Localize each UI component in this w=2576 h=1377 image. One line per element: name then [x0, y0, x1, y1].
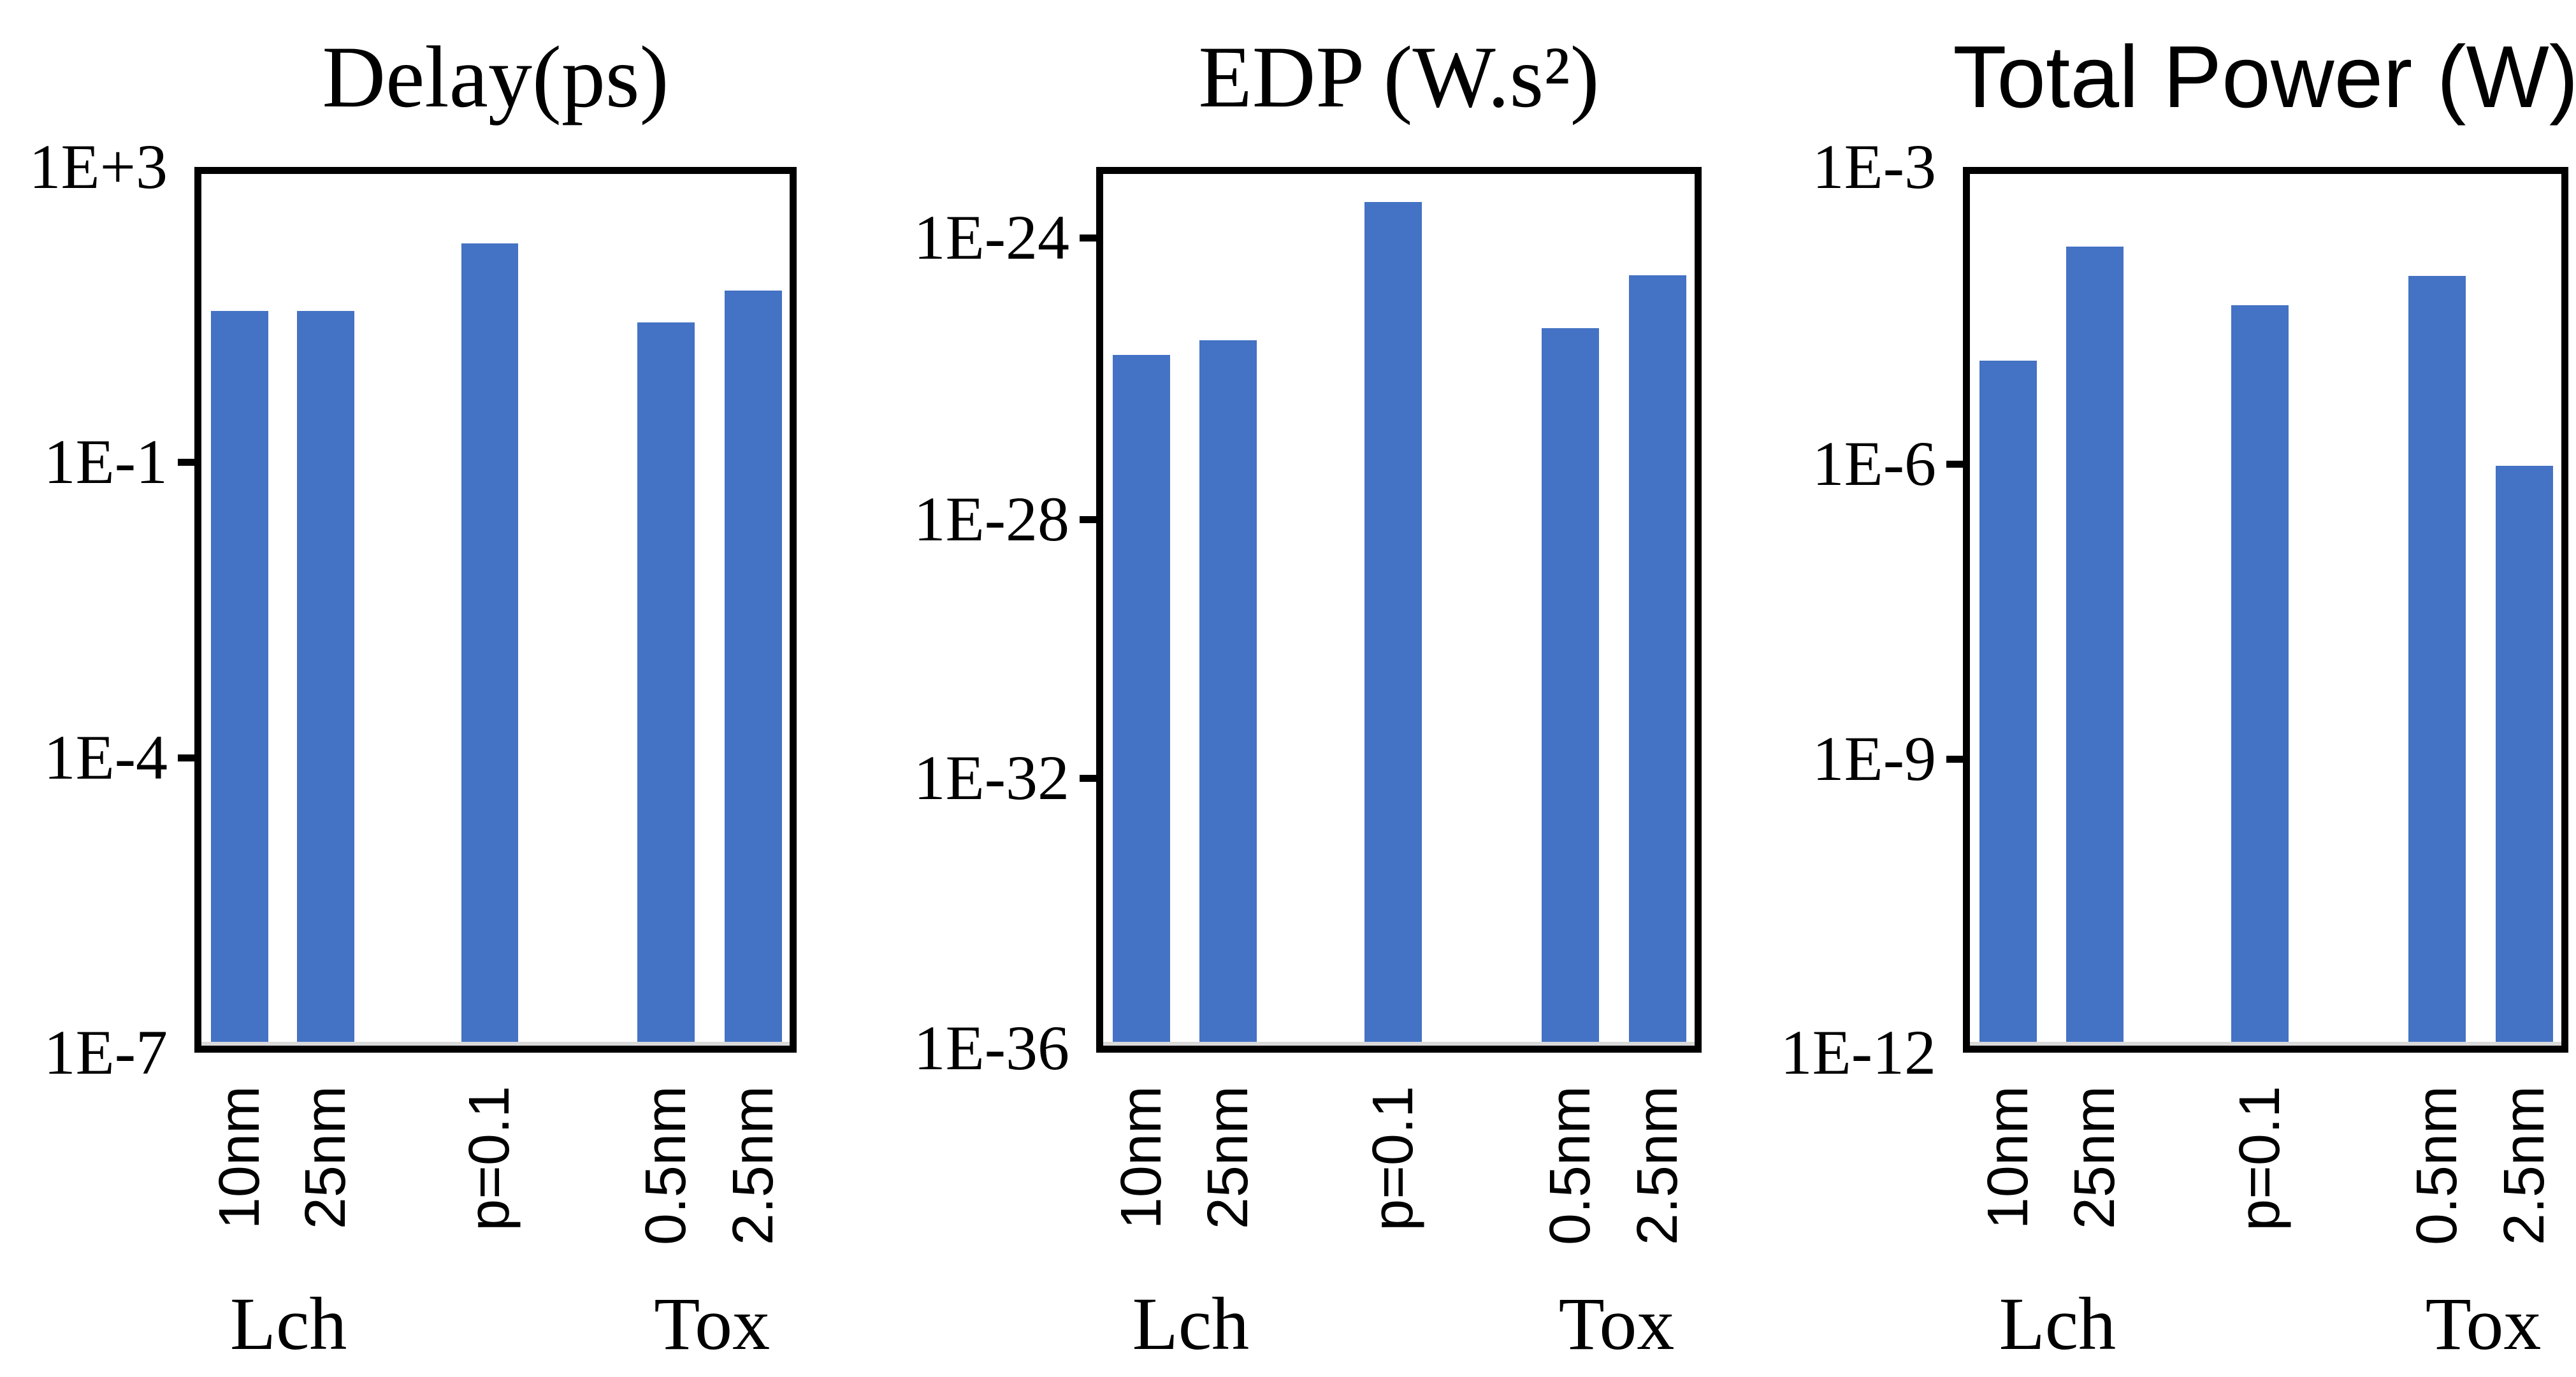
- edp-w-s-y-tick-label: 1E-24: [913, 202, 1069, 273]
- delay-ps-bar-p=0.1: [461, 243, 519, 1042]
- delay-ps-y-tick-label: 1E+3: [29, 131, 168, 202]
- edp-w-s-bar-p=0.1: [1364, 201, 1422, 1042]
- delay-ps-x-category-label: 2.5nm: [721, 1086, 785, 1246]
- delay-ps-x-category-label: 25nm: [293, 1086, 358, 1230]
- edp-w-s-x-category-label: p=0.1: [1361, 1086, 1425, 1231]
- delay-ps-group-label-tox: Tox: [654, 1282, 771, 1366]
- edp-w-s-bar-25nm: [1199, 340, 1257, 1042]
- total-power-w-x-category-label: p=0.1: [2227, 1086, 2292, 1231]
- total-power-w-y-tick-label: 1E-6: [1812, 428, 1936, 499]
- edp-w-s-x-category-label: 0.5nm: [1538, 1086, 1603, 1246]
- edp-w-s-bar-10nm: [1113, 354, 1171, 1042]
- total-power-w-x-category-label: 2.5nm: [2493, 1086, 2557, 1246]
- total-power-w-group-label-lch: Lch: [1999, 1282, 2117, 1366]
- edp-chart-title: EDP (W.s²): [1198, 28, 1600, 126]
- edp-w-s-y-tick-label: 1E-36: [913, 1013, 1069, 1084]
- total-power-w-bar-10nm: [1979, 361, 2037, 1042]
- edp-w-s-y-tick-label: 1E-28: [913, 484, 1069, 555]
- total-power-chart-title: Total Power (W): [1953, 28, 2576, 126]
- delay-ps-y-tick-mark: [178, 459, 194, 466]
- edp-w-s-x-category-label: 2.5nm: [1626, 1086, 1690, 1246]
- total-power-w-group-label-tox: Tox: [2425, 1282, 2542, 1366]
- delay-ps-bar-10nm: [211, 310, 268, 1042]
- edp-w-s-y-tick-label: 1E-32: [913, 742, 1069, 814]
- total-power-baseline: [1970, 1042, 2561, 1046]
- delay-ps-x-category-label: 10nm: [207, 1086, 271, 1230]
- delay-ps-y-tick-mark: [178, 754, 194, 761]
- delay-baseline: [201, 1042, 790, 1046]
- edp-w-s-x-category-label: 10nm: [1110, 1086, 1174, 1230]
- delay-ps-bar-2.5nm: [725, 290, 782, 1042]
- total-power-w-y-tick-label: 1E-9: [1812, 723, 1936, 794]
- delay-plot-area: [194, 167, 797, 1053]
- total-power-w-y-tick-label: 1E-3: [1812, 131, 1936, 202]
- total-power-w-x-category-label: 10nm: [1976, 1086, 2041, 1230]
- delay-ps-y-tick-label: 1E-4: [43, 721, 168, 793]
- delay-ps-bar-25nm: [296, 310, 354, 1042]
- edp-w-s-group-label-lch: Lch: [1132, 1282, 1250, 1366]
- total-power-w-y-tick-label: 1E-12: [1780, 1017, 1936, 1088]
- total-power-w-bar-0.5nm: [2408, 275, 2466, 1042]
- total-power-w-y-tick-mark: [1946, 460, 1963, 468]
- edp-w-s-y-tick-mark: [1080, 516, 1096, 524]
- delay-ps-y-tick-label: 1E-1: [43, 426, 168, 498]
- delay-ps-x-category-label: p=0.1: [458, 1086, 522, 1231]
- delay-ps-group-label-lch: Lch: [229, 1282, 347, 1366]
- edp-w-s-bar-2.5nm: [1629, 275, 1687, 1042]
- edp-baseline: [1103, 1042, 1695, 1046]
- total-power-w-x-category-label: 0.5nm: [2405, 1086, 2470, 1246]
- total-power-w-bar-2.5nm: [2496, 466, 2554, 1042]
- edp-w-s-bar-0.5nm: [1542, 328, 1600, 1042]
- delay-ps-y-tick-label: 1E-7: [43, 1017, 168, 1088]
- edp-w-s-group-label-tox: Tox: [1558, 1282, 1675, 1366]
- delay-ps-bar-0.5nm: [637, 322, 695, 1042]
- edp-w-s-x-category-label: 25nm: [1196, 1086, 1260, 1230]
- edp-w-s-y-tick-mark: [1080, 234, 1096, 242]
- total-power-plot-area: [1963, 167, 2568, 1053]
- total-power-w-x-category-label: 25nm: [2062, 1086, 2127, 1230]
- total-power-w-bar-p=0.1: [2231, 305, 2289, 1042]
- total-power-w-bar-25nm: [2066, 246, 2124, 1042]
- edp-w-s-y-tick-mark: [1080, 775, 1096, 782]
- edp-plot-area: [1096, 167, 1702, 1053]
- delay-chart-title: Delay(ps): [322, 28, 669, 126]
- total-power-w-y-tick-mark: [1946, 755, 1963, 763]
- delay-ps-x-category-label: 0.5nm: [634, 1086, 698, 1246]
